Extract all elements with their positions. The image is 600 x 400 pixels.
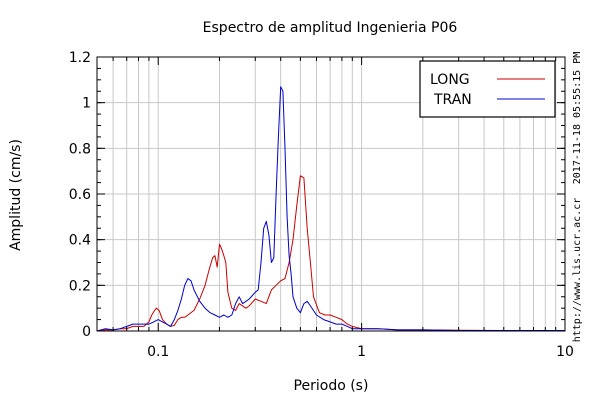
series-line-tran: [96, 86, 565, 332]
y-axis-title: Amplitud (cm/s): [8, 139, 24, 251]
grid: [96, 56, 566, 332]
x-tick-label: 10: [556, 344, 574, 360]
x-tick-label: 0.1: [147, 344, 169, 360]
x-tick-label: 1: [357, 344, 366, 360]
x-axis-title: Periodo (s): [294, 378, 369, 394]
y-tick-label: 0: [82, 324, 91, 340]
url-label: http://www.lis.ucr.ac.cr: [572, 198, 583, 343]
y-tick-label: 0.8: [69, 141, 91, 157]
y-tick-label: 1.2: [69, 50, 91, 66]
chart-title: Espectro de amplitud Ingenieria P06: [203, 20, 458, 36]
y-tick-label: 0.4: [69, 233, 91, 249]
y-tick-label: 0.6: [69, 187, 91, 203]
timestamp-label: 2017-11-18 05:55:15 PM: [572, 52, 583, 184]
legend-label-tran: TRAN: [433, 92, 472, 108]
y-tick-label: 1: [82, 96, 91, 112]
series-group: [96, 86, 565, 332]
legend-label-long: LONG: [430, 72, 470, 88]
tick-labels: 0 0.2 0.4 0.6 0.8 1 1.2 0.1 1 10: [69, 50, 574, 360]
legend: LONG TRAN: [419, 60, 556, 118]
legend-box: [419, 60, 556, 118]
y-tick-label: 0.2: [69, 278, 91, 294]
ticks: [96, 56, 566, 332]
